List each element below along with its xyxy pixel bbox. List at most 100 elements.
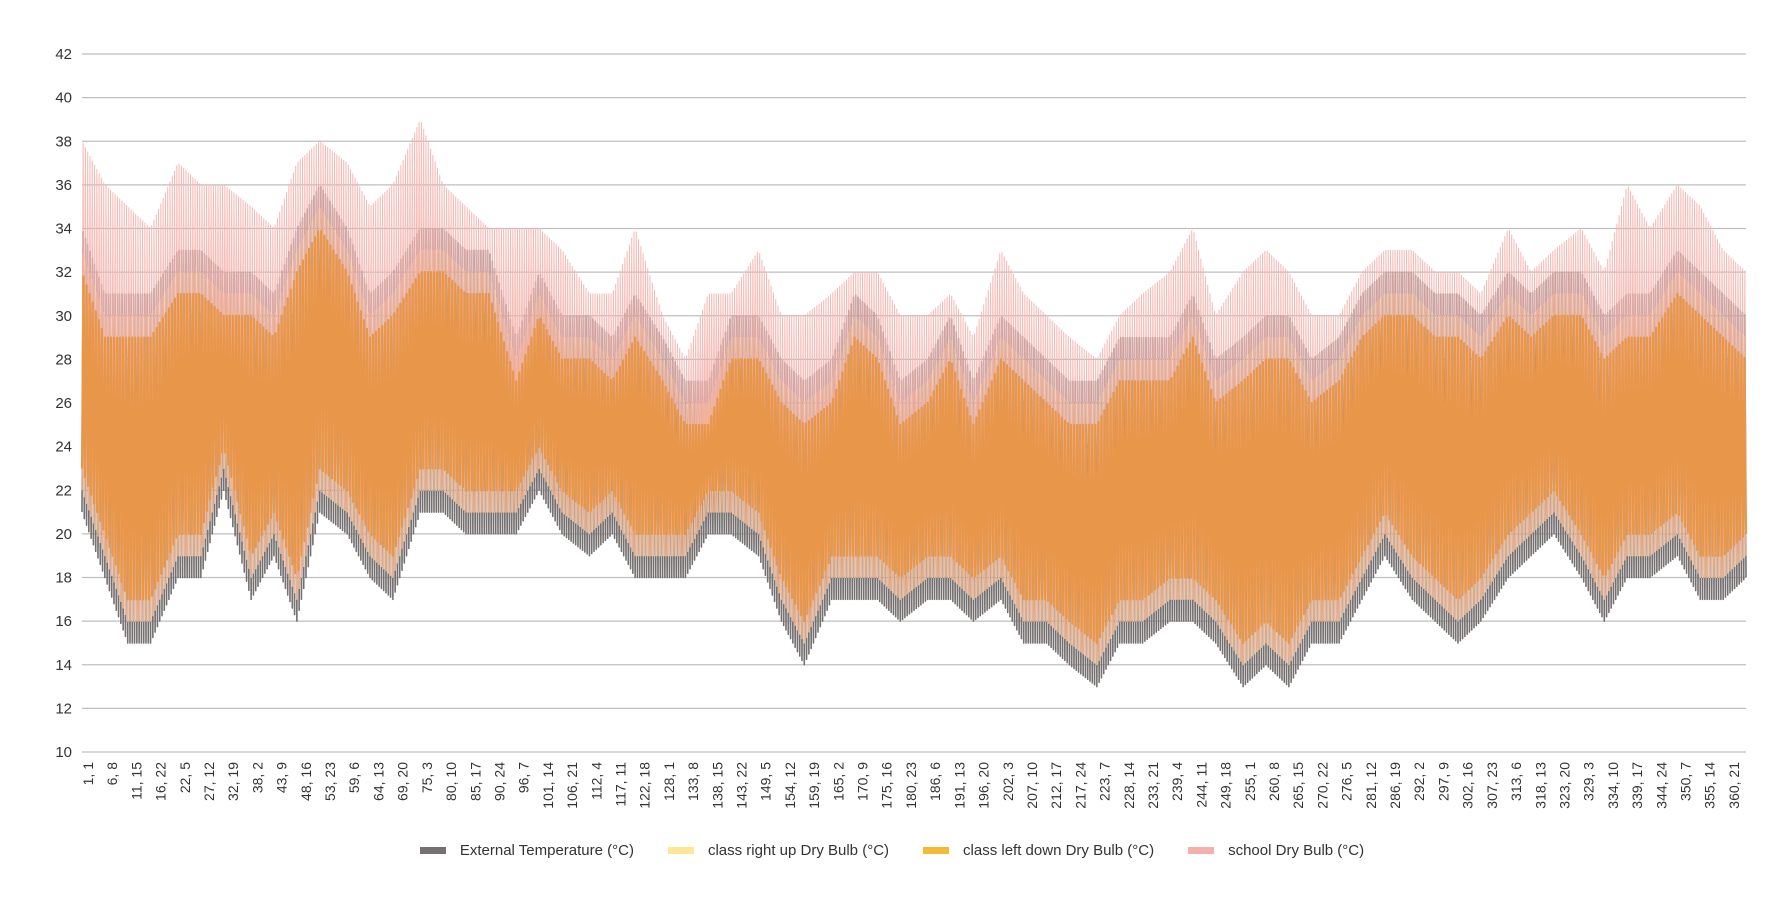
legend-swatch — [1188, 847, 1215, 854]
x-tick-label: 323, 20 — [1557, 762, 1573, 809]
x-tick-label: 302, 16 — [1460, 762, 1476, 809]
y-tick-label: 18 — [55, 570, 72, 587]
x-tick-label: 170, 9 — [855, 762, 871, 801]
x-tick-label: 249, 18 — [1218, 762, 1234, 809]
plot-area — [80, 121, 1748, 688]
x-tick-label: 165, 2 — [830, 762, 846, 801]
x-tick-label: 101, 14 — [540, 762, 556, 809]
x-tick-label: 1, 1 — [80, 762, 96, 786]
x-tick-label: 85, 17 — [467, 762, 483, 801]
x-tick-label: 286, 19 — [1387, 762, 1403, 809]
x-tick-label: 22, 5 — [177, 762, 193, 793]
legend-label: class right up Dry Bulb (°C) — [707, 842, 890, 859]
x-tick-label: 350, 7 — [1678, 762, 1694, 801]
y-tick-label: 32 — [55, 264, 72, 281]
x-tick-label: 128, 1 — [661, 762, 677, 801]
legend: External Temperature (°C) class right up … — [0, 842, 1784, 859]
x-tick-label: 255, 1 — [1242, 762, 1258, 801]
y-tick-label: 14 — [55, 657, 72, 674]
x-tick-label: 276, 5 — [1339, 762, 1355, 801]
y-axis-ticks: 10 12 14 16 18 20 22 24 26 28 30 32 34 36 38 40 42 — [55, 46, 72, 761]
x-tick-label: 196, 20 — [976, 762, 992, 809]
x-tick-label: 90, 24 — [492, 762, 508, 801]
x-tick-label: 339, 17 — [1629, 762, 1645, 809]
x-tick-label: 233, 21 — [1145, 762, 1161, 809]
x-tick-label: 32, 19 — [225, 762, 241, 801]
x-tick-label: 159, 19 — [806, 762, 822, 809]
x-tick-label: 175, 16 — [879, 762, 895, 809]
x-tick-label: 53, 23 — [322, 762, 338, 801]
legend-label: school Dry Bulb (°C) — [1228, 842, 1365, 859]
x-tick-label: 217, 24 — [1072, 762, 1088, 809]
legend-label: External Temperature (°C) — [459, 842, 634, 859]
x-tick-label: 69, 20 — [395, 762, 411, 801]
x-tick-label: 186, 6 — [927, 762, 943, 801]
x-tick-label: 48, 16 — [298, 762, 314, 801]
y-tick-label: 20 — [55, 526, 72, 543]
x-tick-label: 59, 6 — [346, 762, 362, 793]
x-tick-label: 96, 7 — [516, 762, 532, 793]
x-tick-label: 143, 22 — [734, 762, 750, 809]
x-tick-label: 64, 13 — [371, 762, 387, 801]
x-tick-label: 27, 12 — [201, 762, 217, 801]
x-tick-label: 260, 8 — [1266, 762, 1282, 801]
y-tick-label: 40 — [55, 90, 72, 107]
y-tick-label: 24 — [55, 439, 72, 456]
x-axis-ticks: 1, 1 6, 8 11, 15 16, 22 22, 5 27, 12 32, 19 38,… — [80, 762, 1742, 809]
x-tick-label: 16, 22 — [153, 762, 169, 801]
x-tick-label: 122, 18 — [637, 762, 653, 809]
x-tick-label: 154, 12 — [782, 762, 798, 809]
x-tick-label: 223, 7 — [1097, 762, 1113, 801]
x-tick-label: 106, 21 — [564, 762, 580, 809]
x-tick-label: 212, 17 — [1048, 762, 1064, 809]
x-tick-label: 228, 14 — [1121, 762, 1137, 809]
y-tick-label: 42 — [55, 46, 72, 63]
y-tick-label: 36 — [55, 177, 72, 194]
legend-item: class right up Dry Bulb (°C) — [667, 842, 890, 859]
x-tick-label: 191, 13 — [951, 762, 967, 809]
y-tick-label: 34 — [55, 221, 72, 238]
x-tick-label: 112, 4 — [588, 762, 604, 800]
y-tick-label: 22 — [55, 482, 72, 499]
y-tick-label: 12 — [55, 700, 72, 717]
x-tick-label: 281, 12 — [1363, 762, 1379, 809]
x-tick-label: 292, 2 — [1411, 762, 1427, 801]
x-tick-label: 270, 22 — [1314, 762, 1330, 809]
x-tick-label: 244, 11 — [1193, 762, 1209, 808]
x-tick-label: 355, 14 — [1702, 762, 1718, 809]
x-tick-label: 344, 24 — [1653, 762, 1669, 809]
x-tick-label: 43, 9 — [274, 762, 290, 793]
x-tick-label: 149, 5 — [758, 762, 774, 801]
y-tick-label: 10 — [55, 744, 72, 761]
y-tick-label: 38 — [55, 133, 72, 150]
x-tick-label: 117, 11 — [613, 762, 629, 807]
x-tick-label: 75, 3 — [419, 762, 435, 793]
x-tick-label: 313, 6 — [1508, 762, 1524, 801]
y-tick-label: 30 — [55, 308, 72, 325]
series-line — [81, 121, 1747, 666]
x-tick-label: 202, 3 — [1000, 762, 1016, 801]
x-tick-label: 360, 21 — [1726, 762, 1742, 809]
x-tick-label: 265, 15 — [1290, 762, 1306, 809]
legend-swatch — [923, 847, 950, 854]
y-tick-label: 28 — [55, 351, 72, 368]
x-tick-label: 133, 8 — [685, 762, 701, 801]
legend-item: class left down Dry Bulb (°C) — [923, 842, 1154, 859]
x-tick-label: 334, 10 — [1605, 762, 1621, 809]
x-tick-label: 138, 15 — [709, 762, 725, 809]
series-overlay — [80, 229, 1748, 645]
legend-swatch — [419, 847, 446, 854]
x-tick-label: 38, 2 — [249, 762, 265, 793]
legend-swatch — [667, 847, 694, 854]
x-tick-label: 6, 8 — [104, 762, 120, 786]
x-tick-label: 207, 10 — [1024, 762, 1040, 809]
x-tick-label: 80, 10 — [443, 762, 459, 801]
x-tick-label: 11, 15 — [128, 762, 144, 800]
legend-item: External Temperature (°C) — [419, 842, 634, 859]
x-tick-label: 297, 9 — [1435, 762, 1451, 801]
y-tick-label: 16 — [55, 613, 72, 630]
x-tick-label: 180, 23 — [903, 762, 919, 809]
x-tick-label: 318, 13 — [1532, 762, 1548, 809]
legend-item: school Dry Bulb (°C) — [1188, 842, 1364, 859]
